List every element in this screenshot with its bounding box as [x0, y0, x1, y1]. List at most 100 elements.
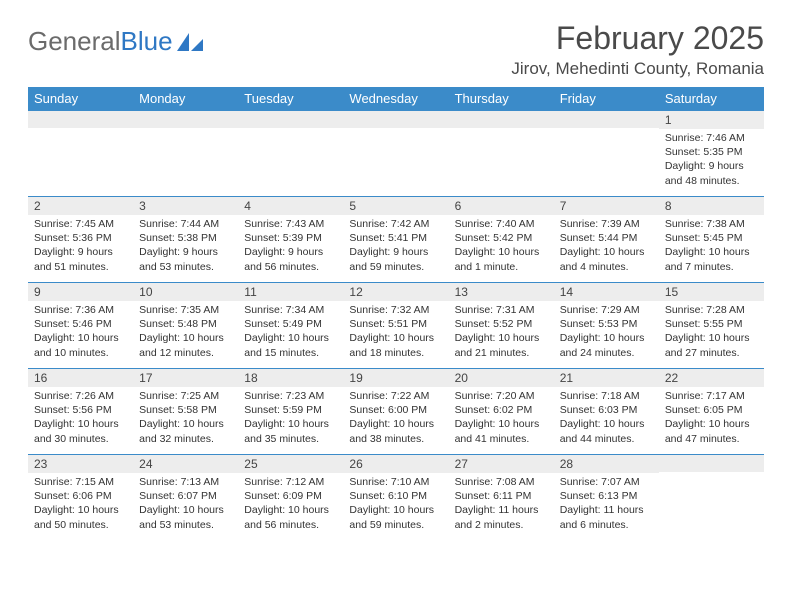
calendar-day-cell: 22Sunrise: 7:17 AMSunset: 6:05 PMDayligh…: [659, 369, 764, 455]
day-number: 18: [238, 369, 343, 387]
day-details: Sunrise: 7:17 AMSunset: 6:05 PMDaylight:…: [659, 387, 764, 450]
day-details: Sunrise: 7:46 AMSunset: 5:35 PMDaylight:…: [659, 129, 764, 192]
calendar-day-cell: 16Sunrise: 7:26 AMSunset: 5:56 PMDayligh…: [28, 369, 133, 455]
day-number: 15: [659, 283, 764, 301]
day-number: 13: [449, 283, 554, 301]
day-number: [554, 111, 659, 128]
calendar-day-cell: 5Sunrise: 7:42 AMSunset: 5:41 PMDaylight…: [343, 197, 448, 283]
day-details: Sunrise: 7:35 AMSunset: 5:48 PMDaylight:…: [133, 301, 238, 364]
day-details: Sunrise: 7:36 AMSunset: 5:46 PMDaylight:…: [28, 301, 133, 364]
calendar-day-cell: [238, 111, 343, 197]
month-title: February 2025: [511, 20, 764, 57]
day-number: 7: [554, 197, 659, 215]
day-number: 17: [133, 369, 238, 387]
day-details: Sunrise: 7:08 AMSunset: 6:11 PMDaylight:…: [449, 473, 554, 536]
calendar-day-cell: 10Sunrise: 7:35 AMSunset: 5:48 PMDayligh…: [133, 283, 238, 369]
day-details: Sunrise: 7:23 AMSunset: 5:59 PMDaylight:…: [238, 387, 343, 450]
calendar-day-cell: 11Sunrise: 7:34 AMSunset: 5:49 PMDayligh…: [238, 283, 343, 369]
day-number: 6: [449, 197, 554, 215]
calendar-day-cell: 15Sunrise: 7:28 AMSunset: 5:55 PMDayligh…: [659, 283, 764, 369]
day-number: [28, 111, 133, 128]
day-details: Sunrise: 7:39 AMSunset: 5:44 PMDaylight:…: [554, 215, 659, 278]
weekday-header: Thursday: [449, 87, 554, 111]
calendar-week-row: 2Sunrise: 7:45 AMSunset: 5:36 PMDaylight…: [28, 197, 764, 283]
calendar-day-cell: 3Sunrise: 7:44 AMSunset: 5:38 PMDaylight…: [133, 197, 238, 283]
calendar-day-cell: 18Sunrise: 7:23 AMSunset: 5:59 PMDayligh…: [238, 369, 343, 455]
day-number: 9: [28, 283, 133, 301]
day-number: 21: [554, 369, 659, 387]
calendar-day-cell: 26Sunrise: 7:10 AMSunset: 6:10 PMDayligh…: [343, 455, 448, 541]
day-number: 3: [133, 197, 238, 215]
day-number: 27: [449, 455, 554, 473]
calendar-week-row: 1Sunrise: 7:46 AMSunset: 5:35 PMDaylight…: [28, 111, 764, 197]
day-number: 5: [343, 197, 448, 215]
day-number: [238, 111, 343, 128]
day-number: 26: [343, 455, 448, 473]
day-details: Sunrise: 7:38 AMSunset: 5:45 PMDaylight:…: [659, 215, 764, 278]
day-details: Sunrise: 7:40 AMSunset: 5:42 PMDaylight:…: [449, 215, 554, 278]
calendar-day-cell: [449, 111, 554, 197]
calendar-day-cell: [659, 455, 764, 541]
day-details: Sunrise: 7:12 AMSunset: 6:09 PMDaylight:…: [238, 473, 343, 536]
calendar-day-cell: 17Sunrise: 7:25 AMSunset: 5:58 PMDayligh…: [133, 369, 238, 455]
day-number: 14: [554, 283, 659, 301]
calendar-table: SundayMondayTuesdayWednesdayThursdayFrid…: [28, 87, 764, 541]
day-number: 28: [554, 455, 659, 473]
weekday-header: Saturday: [659, 87, 764, 111]
day-details: Sunrise: 7:25 AMSunset: 5:58 PMDaylight:…: [133, 387, 238, 450]
calendar-day-cell: [343, 111, 448, 197]
calendar-day-cell: 1Sunrise: 7:46 AMSunset: 5:35 PMDaylight…: [659, 111, 764, 197]
weekday-header-row: SundayMondayTuesdayWednesdayThursdayFrid…: [28, 87, 764, 111]
day-number: 24: [133, 455, 238, 473]
day-details: Sunrise: 7:13 AMSunset: 6:07 PMDaylight:…: [133, 473, 238, 536]
weekday-header: Monday: [133, 87, 238, 111]
day-number: [659, 455, 764, 472]
calendar-day-cell: 23Sunrise: 7:15 AMSunset: 6:06 PMDayligh…: [28, 455, 133, 541]
weekday-header: Wednesday: [343, 87, 448, 111]
day-number: 25: [238, 455, 343, 473]
day-number: 16: [28, 369, 133, 387]
day-details: Sunrise: 7:15 AMSunset: 6:06 PMDaylight:…: [28, 473, 133, 536]
calendar-day-cell: 2Sunrise: 7:45 AMSunset: 5:36 PMDaylight…: [28, 197, 133, 283]
header: GeneralBlue February 2025 Jirov, Mehedin…: [28, 20, 764, 79]
calendar-day-cell: 14Sunrise: 7:29 AMSunset: 5:53 PMDayligh…: [554, 283, 659, 369]
day-details: Sunrise: 7:26 AMSunset: 5:56 PMDaylight:…: [28, 387, 133, 450]
calendar-day-cell: [554, 111, 659, 197]
day-number: 20: [449, 369, 554, 387]
weekday-header: Sunday: [28, 87, 133, 111]
day-number: 1: [659, 111, 764, 129]
day-details: Sunrise: 7:31 AMSunset: 5:52 PMDaylight:…: [449, 301, 554, 364]
calendar-day-cell: 8Sunrise: 7:38 AMSunset: 5:45 PMDaylight…: [659, 197, 764, 283]
logo-sail-icon: [177, 33, 205, 53]
day-number: [449, 111, 554, 128]
day-details: Sunrise: 7:07 AMSunset: 6:13 PMDaylight:…: [554, 473, 659, 536]
day-details: Sunrise: 7:34 AMSunset: 5:49 PMDaylight:…: [238, 301, 343, 364]
title-block: February 2025 Jirov, Mehedinti County, R…: [511, 20, 764, 79]
calendar-day-cell: 24Sunrise: 7:13 AMSunset: 6:07 PMDayligh…: [133, 455, 238, 541]
calendar-day-cell: [133, 111, 238, 197]
calendar-day-cell: 25Sunrise: 7:12 AMSunset: 6:09 PMDayligh…: [238, 455, 343, 541]
location: Jirov, Mehedinti County, Romania: [511, 59, 764, 79]
day-details: Sunrise: 7:43 AMSunset: 5:39 PMDaylight:…: [238, 215, 343, 278]
calendar-day-cell: 21Sunrise: 7:18 AMSunset: 6:03 PMDayligh…: [554, 369, 659, 455]
calendar-day-cell: [28, 111, 133, 197]
day-number: 11: [238, 283, 343, 301]
calendar-day-cell: 13Sunrise: 7:31 AMSunset: 5:52 PMDayligh…: [449, 283, 554, 369]
calendar-day-cell: 19Sunrise: 7:22 AMSunset: 6:00 PMDayligh…: [343, 369, 448, 455]
day-number: 22: [659, 369, 764, 387]
day-number: 23: [28, 455, 133, 473]
calendar-day-cell: 6Sunrise: 7:40 AMSunset: 5:42 PMDaylight…: [449, 197, 554, 283]
day-details: Sunrise: 7:29 AMSunset: 5:53 PMDaylight:…: [554, 301, 659, 364]
weekday-header: Tuesday: [238, 87, 343, 111]
calendar-week-row: 16Sunrise: 7:26 AMSunset: 5:56 PMDayligh…: [28, 369, 764, 455]
logo-text-general: General: [28, 26, 121, 57]
day-details: Sunrise: 7:20 AMSunset: 6:02 PMDaylight:…: [449, 387, 554, 450]
calendar-day-cell: 7Sunrise: 7:39 AMSunset: 5:44 PMDaylight…: [554, 197, 659, 283]
calendar-week-row: 9Sunrise: 7:36 AMSunset: 5:46 PMDaylight…: [28, 283, 764, 369]
day-details: Sunrise: 7:10 AMSunset: 6:10 PMDaylight:…: [343, 473, 448, 536]
calendar-day-cell: 4Sunrise: 7:43 AMSunset: 5:39 PMDaylight…: [238, 197, 343, 283]
day-number: [343, 111, 448, 128]
calendar-day-cell: 9Sunrise: 7:36 AMSunset: 5:46 PMDaylight…: [28, 283, 133, 369]
day-details: Sunrise: 7:42 AMSunset: 5:41 PMDaylight:…: [343, 215, 448, 278]
calendar-day-cell: 20Sunrise: 7:20 AMSunset: 6:02 PMDayligh…: [449, 369, 554, 455]
